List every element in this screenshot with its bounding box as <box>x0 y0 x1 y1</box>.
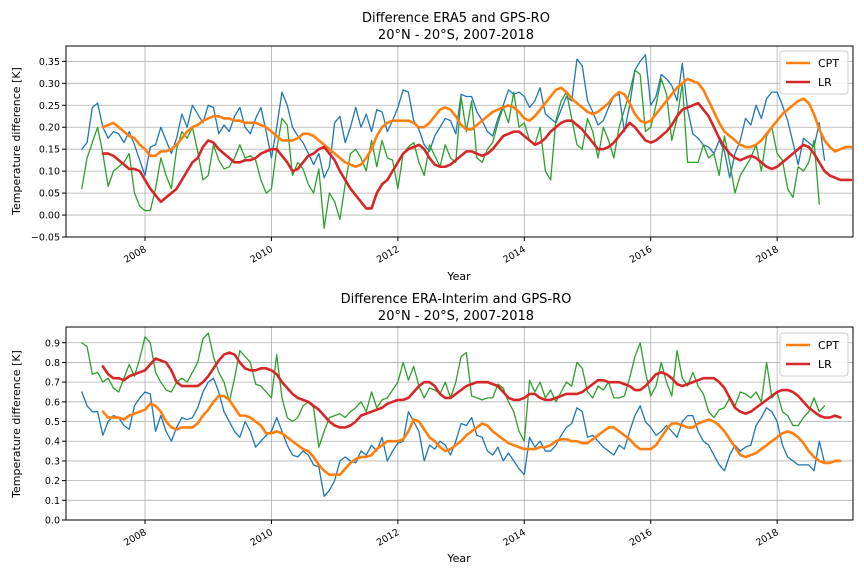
y-tick-label: 0.8 <box>45 358 60 369</box>
x-axis-label: Year <box>446 552 471 565</box>
y-tick-label: 0.9 <box>45 338 60 349</box>
chart-subtitle: 20°N - 20°S, 2007-2018 <box>378 28 534 43</box>
y-tick-label: 0.6 <box>45 397 60 408</box>
chart-title: Difference ERA5 and GPS-RO <box>362 11 550 26</box>
y-axis-label: Temperature difference [K] <box>10 67 23 216</box>
legend: CPT LR <box>779 50 849 95</box>
panel-era-interim: Difference ERA-Interim and GPS-RO 20°N -… <box>10 292 854 565</box>
y-tick-label: 0.2 <box>45 476 60 487</box>
y-tick-label: −0.05 <box>31 233 60 244</box>
plot-area <box>81 54 853 229</box>
y-tick-label: 0.15 <box>39 145 60 156</box>
y-tick-label: 0.20 <box>39 123 60 134</box>
series-line-lr-smoothed <box>101 351 842 429</box>
axes-frame <box>65 326 854 521</box>
legend-label-lr: LR <box>818 76 832 89</box>
series-line-cpt-monthly <box>81 54 826 179</box>
series-line-lr-monthly <box>81 69 820 229</box>
series-line-lr-smoothed <box>101 101 853 210</box>
y-axis-label: Temperature difference [K] <box>10 350 23 499</box>
y-tick-label: 0.30 <box>39 79 60 90</box>
legend-label-cpt: CPT <box>818 57 839 70</box>
series-line-cpt-smoothed <box>101 77 853 169</box>
plot-area <box>81 332 842 498</box>
y-tick-label: 0.4 <box>45 437 60 448</box>
y-tick-label: 0.1 <box>45 496 60 507</box>
y-tick-label: 0.25 <box>39 101 60 112</box>
legend: CPT LR <box>779 332 849 377</box>
legend-label-cpt: CPT <box>818 339 839 352</box>
y-tick-label: 0.10 <box>39 167 60 178</box>
legend-label-lr: LR <box>818 358 832 371</box>
chart-subtitle: 20°N - 20°S, 2007-2018 <box>378 309 534 324</box>
series-line-lr-monthly <box>81 332 826 448</box>
y-tick-label: 0.7 <box>45 378 60 389</box>
chart-title: Difference ERA-Interim and GPS-RO <box>341 292 572 307</box>
x-axis-label: Year <box>446 270 471 283</box>
series-line-cpt-smoothed <box>101 394 842 477</box>
panel-era5: Difference ERA5 and GPS-RO 20°N - 20°S, … <box>10 11 854 283</box>
y-tick-label: 0.5 <box>45 417 60 428</box>
y-tick-label: 0.3 <box>45 456 60 467</box>
y-tick-label: 0.35 <box>39 57 60 68</box>
y-tick-label: 0.00 <box>39 211 60 222</box>
y-tick-label: 0.0 <box>45 516 60 527</box>
y-tick-label: 0.05 <box>39 189 60 200</box>
axes-frame <box>65 45 854 238</box>
